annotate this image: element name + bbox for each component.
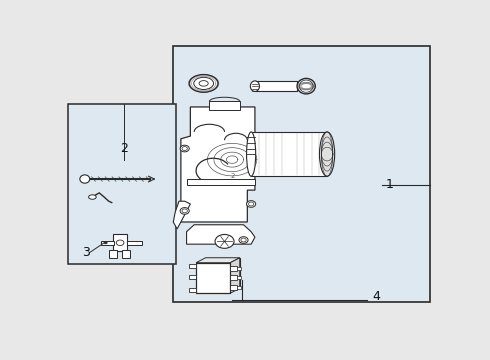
Bar	[237, 267, 241, 270]
Bar	[109, 250, 117, 258]
Bar	[237, 276, 241, 279]
Ellipse shape	[180, 208, 189, 214]
Polygon shape	[230, 258, 240, 293]
Bar	[127, 240, 142, 245]
Ellipse shape	[199, 81, 208, 86]
Ellipse shape	[299, 80, 313, 92]
Ellipse shape	[182, 147, 187, 150]
Text: 3: 3	[82, 246, 90, 259]
Bar	[230, 285, 237, 290]
Ellipse shape	[250, 81, 260, 91]
Ellipse shape	[189, 75, 218, 92]
Bar	[206, 258, 240, 288]
Bar	[255, 81, 297, 91]
Bar	[251, 132, 327, 176]
Bar	[101, 240, 114, 245]
Bar	[122, 250, 130, 258]
Ellipse shape	[239, 237, 248, 243]
Bar	[237, 286, 241, 289]
Ellipse shape	[248, 202, 254, 206]
Ellipse shape	[80, 175, 90, 183]
Ellipse shape	[246, 201, 256, 207]
Bar	[230, 266, 237, 270]
Bar	[189, 264, 196, 268]
Polygon shape	[173, 201, 190, 229]
Bar	[189, 275, 196, 279]
Bar	[230, 275, 237, 280]
Ellipse shape	[182, 209, 187, 213]
Ellipse shape	[194, 77, 214, 90]
Bar	[196, 263, 230, 293]
Ellipse shape	[104, 242, 107, 244]
Polygon shape	[181, 107, 255, 222]
Ellipse shape	[89, 195, 96, 199]
Bar	[187, 179, 255, 185]
Ellipse shape	[241, 238, 246, 242]
Ellipse shape	[116, 240, 124, 246]
Polygon shape	[187, 225, 255, 244]
Ellipse shape	[297, 78, 315, 94]
Text: 2: 2	[230, 173, 235, 179]
Text: 1: 1	[386, 178, 394, 191]
Bar	[68, 104, 176, 264]
Text: 4: 4	[372, 289, 381, 302]
Ellipse shape	[246, 132, 256, 176]
Ellipse shape	[180, 145, 189, 152]
Bar	[173, 46, 430, 302]
Ellipse shape	[215, 234, 234, 248]
Bar	[113, 234, 127, 251]
Bar	[209, 102, 240, 110]
Ellipse shape	[319, 132, 335, 176]
Bar	[189, 288, 196, 292]
Polygon shape	[196, 258, 240, 263]
Text: 2: 2	[120, 143, 128, 156]
